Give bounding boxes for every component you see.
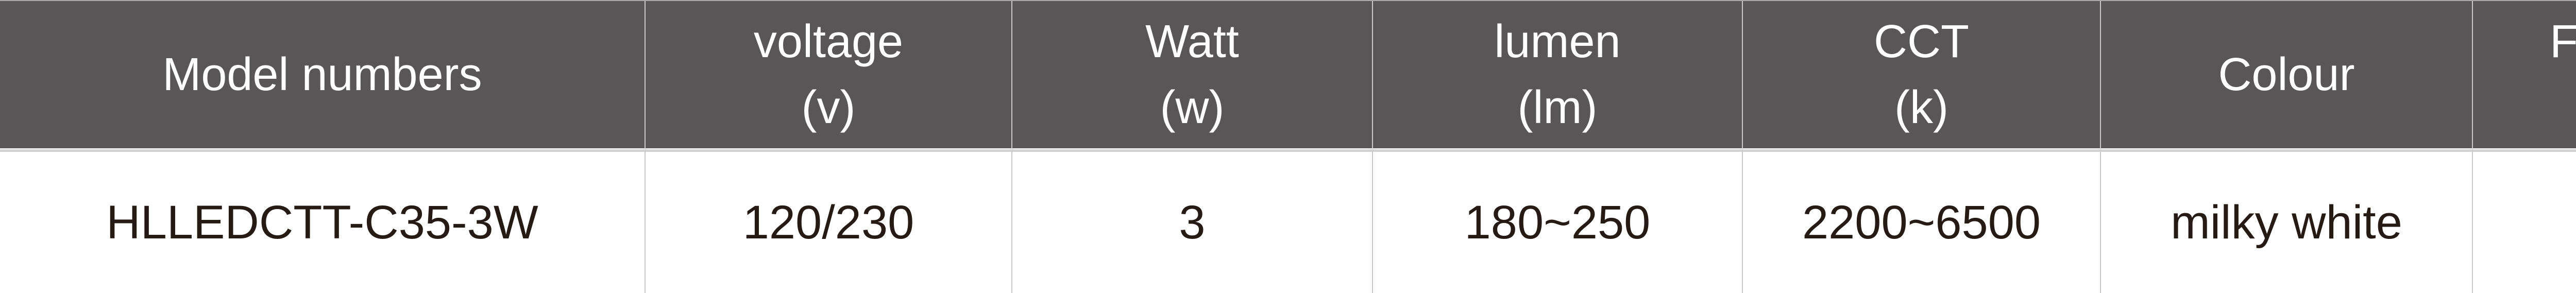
- cell-voltage: 120/230: [646, 149, 1012, 293]
- table-header: Model numbers voltage (v) Watt (w) lumen…: [0, 1, 2576, 149]
- header-colour: Colour: [2101, 1, 2473, 149]
- header-voltage: voltage (v): [646, 1, 1012, 149]
- table-row: HLLEDCTT-C35-3W 120/230 3 180~250 2200~6…: [0, 149, 2576, 293]
- header-cct: CCT (k): [1743, 1, 2101, 149]
- header-filaments-count: Filaments Count: [2473, 1, 2576, 149]
- header-lumen: lumen (lm): [1373, 1, 1743, 149]
- header-watt: Watt (w): [1012, 1, 1373, 149]
- cell-filaments-count: 2: [2473, 149, 2576, 293]
- cell-lumen: 180~250: [1373, 149, 1743, 293]
- header-row: Model numbers voltage (v) Watt (w) lumen…: [0, 1, 2576, 149]
- table-body: HLLEDCTT-C35-3W 120/230 3 180~250 2200~6…: [0, 149, 2576, 293]
- cell-model-number: HLLEDCTT-C35-3W: [0, 149, 646, 293]
- cell-cct: 2200~6500: [1743, 149, 2101, 293]
- cell-watt: 3: [1012, 149, 1373, 293]
- cell-colour: milky white: [2101, 149, 2473, 293]
- header-model-numbers: Model numbers: [0, 1, 646, 149]
